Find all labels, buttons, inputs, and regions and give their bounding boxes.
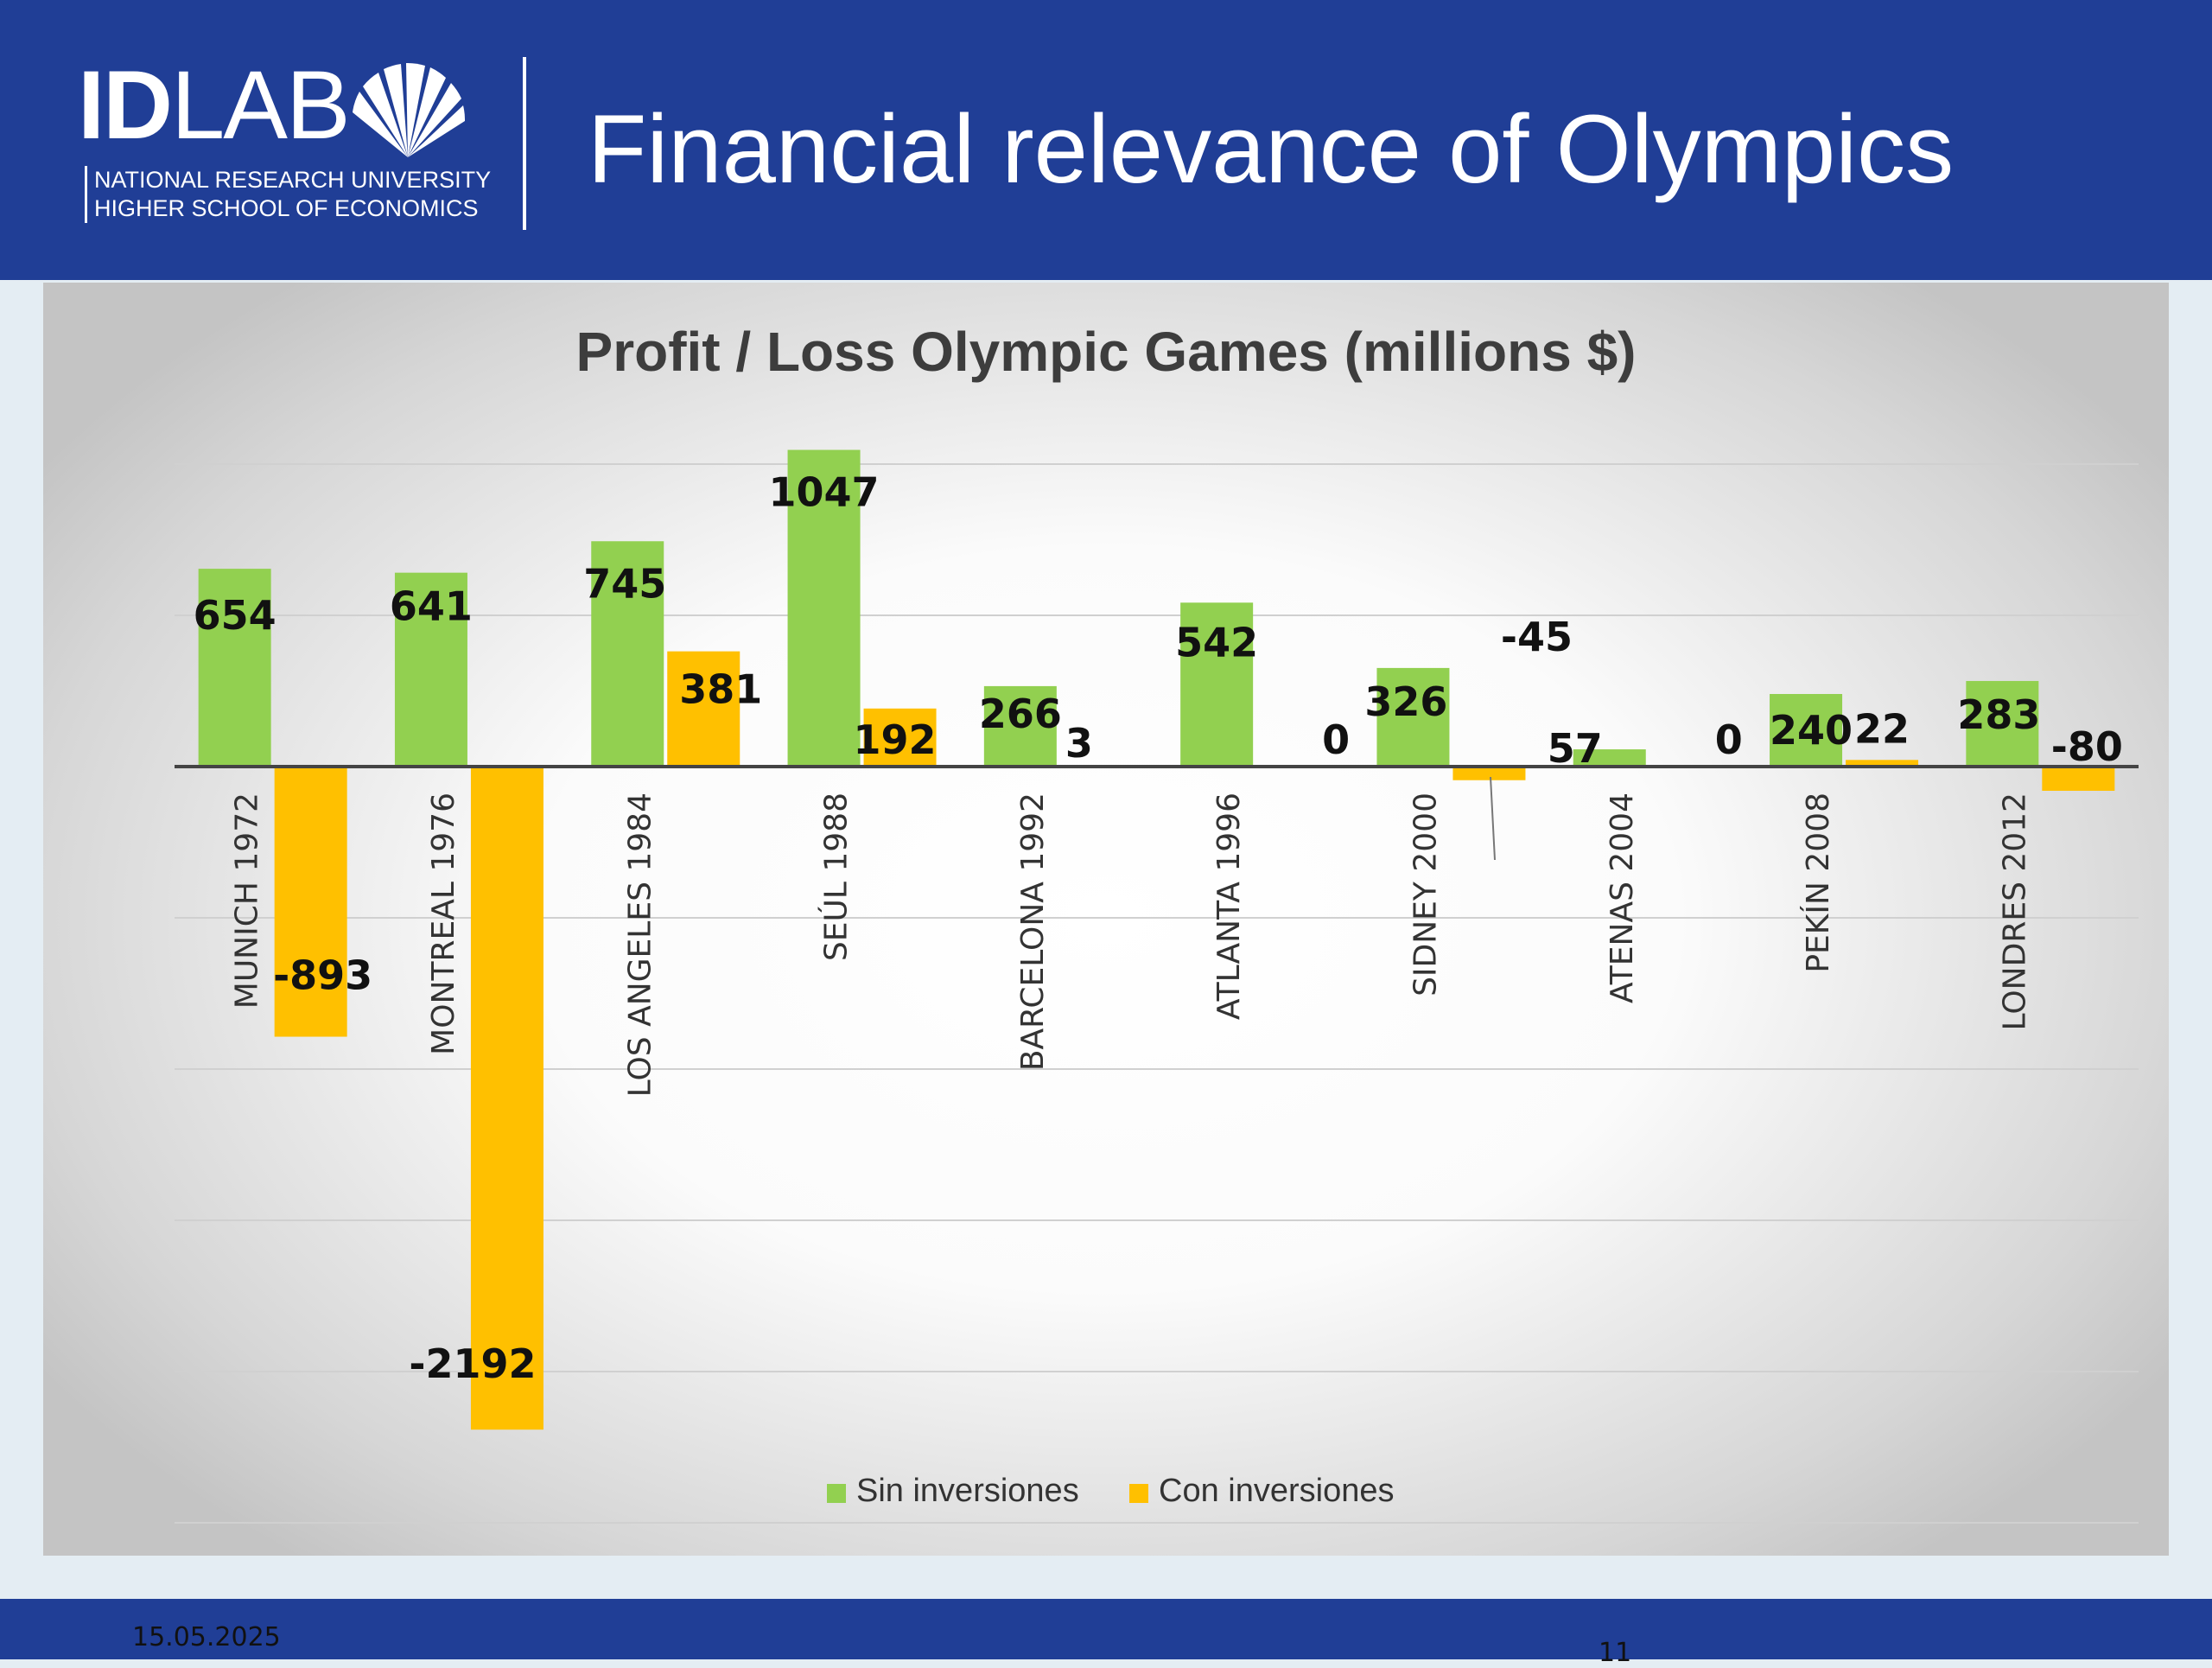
legend-swatch <box>1129 1484 1148 1503</box>
category-label: SEÚL 1988 <box>818 793 855 961</box>
logo-line-2: HIGHER SCHOOL OF ECONOMICS <box>94 195 479 221</box>
legend-swatch <box>827 1484 846 1503</box>
data-label: -45 <box>1501 614 1573 660</box>
bar-con-inversiones <box>1452 767 1526 780</box>
bar-sin-inversiones <box>1376 667 1450 767</box>
header-divider <box>523 57 526 230</box>
data-label: 0 <box>1715 716 1743 763</box>
bar-sin-inversiones <box>394 572 467 767</box>
data-label: 1047 <box>769 469 880 516</box>
data-label: 641 <box>390 583 473 630</box>
header-bar: IDLAB NATIONAL RESEARCH UNIVERSITY HIGHE… <box>0 0 2212 280</box>
bar-con-inversiones <box>274 767 347 1037</box>
data-label: 745 <box>583 560 666 607</box>
bar-sin-inversiones <box>591 541 664 767</box>
legend-label: Sin inversiones <box>856 1473 1079 1509</box>
bar-sin-inversiones <box>198 569 271 767</box>
leader-line <box>1490 776 1496 861</box>
logo-bold-text: ID <box>78 51 173 159</box>
data-label: 3 <box>1065 720 1093 767</box>
bar-sin-inversiones <box>787 449 861 767</box>
page-title: Financial relevance of Olympics <box>588 95 1955 203</box>
chart-frame: Profit / Loss Olympic Games (millions $)… <box>43 283 2169 1556</box>
data-label: 22 <box>1854 705 1910 752</box>
data-label: 381 <box>679 666 762 713</box>
bar-con-inversiones <box>863 708 937 767</box>
bar-sin-inversiones <box>1573 749 1646 767</box>
category-label: ATLANTA 1996 <box>1211 793 1247 1020</box>
data-label: 542 <box>1175 619 1258 665</box>
data-label: -80 <box>2051 723 2123 770</box>
logo-subtitle: NATIONAL RESEARCH UNIVERSITY HIGHER SCHO… <box>85 166 491 223</box>
page-number: 11 <box>1599 1638 1632 1668</box>
data-label: 283 <box>1957 691 2040 738</box>
category-label: LOS ANGELES 1984 <box>622 793 658 1097</box>
bar-con-inversiones <box>470 767 543 1430</box>
idlab-logo: IDLAB NATIONAL RESEARCH UNIVERSITY HIGHE… <box>78 51 491 226</box>
category-label: MONTREAL 1976 <box>426 793 461 1055</box>
data-label: 0 <box>1322 716 1350 763</box>
bar-sin-inversiones <box>1180 602 1254 767</box>
category-label: ATENAS 2004 <box>1605 793 1640 1003</box>
bar-sin-inversiones <box>1966 680 2039 767</box>
data-label: 654 <box>194 592 276 639</box>
bar-con-inversiones <box>1846 760 1919 767</box>
bar-sin-inversiones <box>983 685 1057 767</box>
logo-light-text: LAB <box>171 51 351 159</box>
category-label: SIDNEY 2000 <box>1408 793 1443 996</box>
data-label: 266 <box>979 691 1062 737</box>
data-label: 192 <box>854 716 937 763</box>
data-label: 326 <box>1364 678 1447 725</box>
category-label: PEKÍN 2008 <box>1800 793 1836 973</box>
logo-wordmark: IDLAB <box>78 51 351 159</box>
data-label: 240 <box>1770 707 1853 754</box>
legend-label: Con inversiones <box>1159 1473 1394 1509</box>
bar-sin-inversiones <box>1770 694 1843 767</box>
data-label: -2192 <box>409 1340 536 1387</box>
logo-line-1: NATIONAL RESEARCH UNIVERSITY <box>94 167 492 193</box>
data-label: -893 <box>273 952 372 999</box>
category-label: BARCELONA 1992 <box>1015 793 1051 1071</box>
category-label: LONDRES 2012 <box>1997 793 2032 1030</box>
bar-con-inversiones <box>2042 767 2115 791</box>
shell-icon <box>353 62 466 157</box>
bar-con-inversiones <box>667 651 741 767</box>
footer-bar: 15.05.2025 11 <box>0 1599 2212 1668</box>
footer-date: 15.05.2025 <box>132 1622 281 1652</box>
data-label: 57 <box>1548 725 1603 772</box>
chart-title: Profit / Loss Olympic Games (millions $) <box>575 321 1637 383</box>
category-label: MUNICH 1972 <box>230 793 265 1009</box>
